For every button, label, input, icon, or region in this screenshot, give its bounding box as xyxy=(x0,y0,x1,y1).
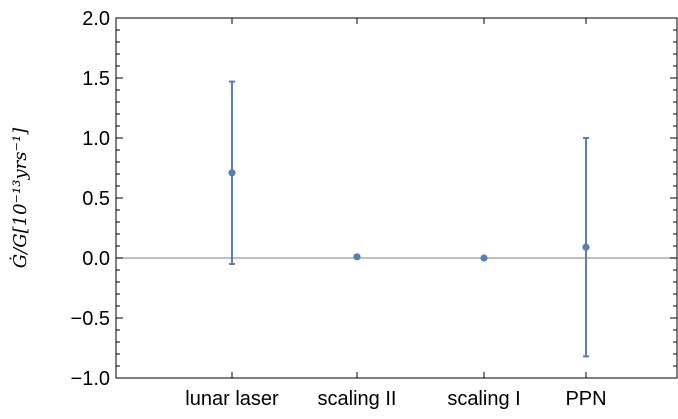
plot-border xyxy=(115,17,678,379)
y-axis-label: Ġ/G[10⁻¹³yrs⁻¹] xyxy=(8,127,31,268)
y-tick-label: −0.5 xyxy=(71,308,110,330)
data-point-group xyxy=(228,80,236,265)
y-tick-label: 2.0 xyxy=(82,8,110,30)
data-layer xyxy=(228,80,590,358)
data-point-group xyxy=(353,253,361,261)
x-tick-label: PPN xyxy=(565,388,606,410)
data-point xyxy=(353,253,361,261)
data-point-group xyxy=(582,137,590,358)
data-point xyxy=(228,169,236,177)
data-point xyxy=(480,254,488,262)
x-tick-label: scaling II xyxy=(318,388,397,410)
axis-ticks: 2.0 1.5 1.0 0.5 0.0 −0.5 −1.0 lunar laser scalin… xyxy=(71,8,677,410)
x-tick-label: lunar laser xyxy=(185,388,279,410)
y-tick-label: 1.0 xyxy=(82,128,110,150)
x-tick-label: scaling I xyxy=(447,388,520,410)
plot-frame xyxy=(115,17,678,379)
y-tick-label: 0.0 xyxy=(82,248,110,270)
y-axis-label-group: Ġ/G[10⁻¹³yrs⁻¹] xyxy=(8,127,31,268)
data-point xyxy=(582,243,590,251)
y-tick-label: −1.0 xyxy=(71,368,110,390)
y-tick-label: 1.5 xyxy=(82,68,110,90)
y-tick-label: 0.5 xyxy=(82,188,110,210)
data-point-group xyxy=(480,254,488,262)
